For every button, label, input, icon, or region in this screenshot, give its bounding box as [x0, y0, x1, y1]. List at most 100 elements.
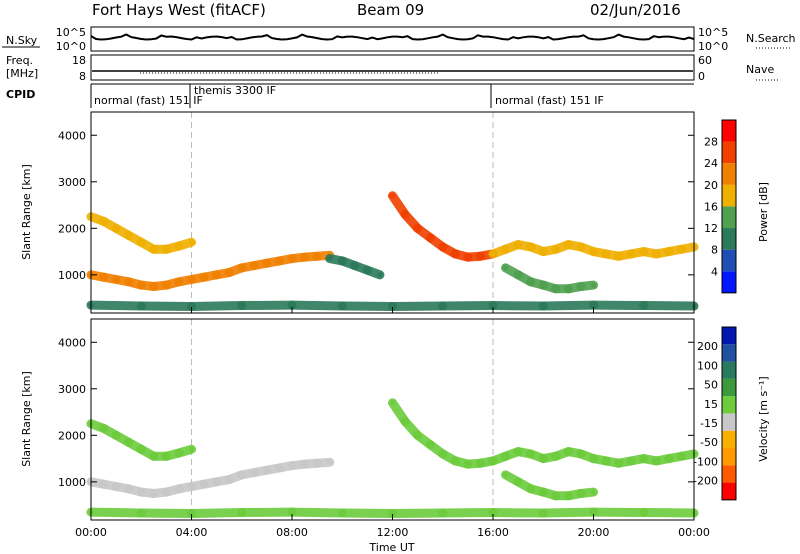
- echo-point-5-3: [239, 510, 245, 516]
- echo-segment-5-9: [538, 507, 598, 518]
- echo-segment-6-2: [187, 301, 247, 311]
- echo-point-0-3: [126, 439, 132, 445]
- colorbar-tick-5: -50: [700, 436, 718, 449]
- echo-point-3-13: [653, 458, 659, 464]
- echo-point-4-14: [666, 249, 672, 255]
- echo-point-5-10: [591, 509, 596, 515]
- echo-point-1-7: [176, 279, 182, 285]
- echo-point-6-2: [189, 303, 194, 309]
- colorbar-tick-7: -200: [693, 475, 718, 488]
- echo-point-3-1: [402, 211, 408, 217]
- echo-point-1-1: [101, 274, 107, 280]
- echo-point-4-6: [578, 490, 584, 496]
- echo-point-4-3: [528, 244, 534, 250]
- echo-point-1-3: [126, 486, 132, 492]
- echo-segment-5-0: [86, 507, 146, 518]
- colorbar-cell-5: [722, 396, 736, 414]
- colorbar-frame: [721, 119, 737, 294]
- echo-point-2-4: [440, 451, 446, 457]
- echo-point-1-12: [239, 472, 245, 478]
- echo-point-6-5: [339, 303, 345, 309]
- colorbar-tick-1: 100: [697, 359, 718, 372]
- power-panel: Slant Range [km] 1000 2000 3000 4000: [20, 111, 699, 314]
- echo-point-4-1: [503, 246, 509, 252]
- echo-point-5-1: [138, 510, 144, 516]
- echo-point-1-5: [151, 283, 157, 289]
- echo-point-3-6: [565, 449, 571, 455]
- xtick-label-1: 04:00: [176, 526, 208, 539]
- colorbar-tick-1: 24: [704, 157, 718, 170]
- echo-point-2-7: [477, 460, 483, 466]
- colorbar-tick-6: -100: [693, 455, 718, 468]
- power-ylabel: Slant Range [km]: [20, 164, 33, 260]
- echo-point-3-0: [390, 193, 395, 199]
- velocity-yticks: 1000 2000 3000 4000: [58, 336, 694, 489]
- ytick-label-1: 2000: [58, 429, 86, 442]
- ytick-label-1: 2000: [58, 222, 86, 235]
- echo-point-0-6: [163, 453, 169, 459]
- freq-tick-high: 18: [72, 54, 86, 67]
- echo-point-1-11: [226, 270, 232, 276]
- echo-point-1-11: [226, 477, 232, 483]
- cpid-segment-2: themis 3300 IF: [194, 84, 276, 97]
- echo-point-6-4: [289, 302, 295, 308]
- echo-point-3-5: [452, 251, 458, 257]
- echo-point-4-8: [591, 249, 596, 255]
- echo-point-5-7: [591, 282, 596, 288]
- echo-point-0-5: [151, 453, 157, 459]
- ytick-label-2: 3000: [58, 176, 86, 189]
- echo-point-1-8: [189, 277, 194, 282]
- echo-segment-6-9: [538, 300, 598, 311]
- echo-point-5-0: [503, 265, 509, 271]
- echo-point-0-4: [138, 446, 144, 452]
- time-axis-label: Time UT: [368, 541, 414, 554]
- echo-point-4-4: [540, 249, 546, 255]
- nsky-trace: [90, 33, 695, 41]
- nave-label: Nave: [746, 63, 774, 76]
- echo-point-1-10: [214, 272, 220, 278]
- echo-point-3-10: [616, 460, 622, 466]
- echo-point-1-4: [138, 489, 144, 495]
- echo-point-5-5: [339, 510, 345, 516]
- cpid-panel: CPID normal (fast) 151 IF themis 3300 IF…: [6, 83, 694, 108]
- echo-point-1-1: [101, 481, 107, 487]
- echo-point-4-10: [616, 253, 622, 259]
- echo-point-6-7: [440, 303, 446, 309]
- beam-label: Beam 09: [357, 1, 424, 19]
- colorbar-cell-1: [722, 465, 736, 483]
- echo-point-5-7: [440, 510, 446, 516]
- colorbar-tick-0: 200: [697, 340, 718, 353]
- echo-point-2-1: [339, 258, 345, 264]
- colorbar-cell-4: [722, 184, 736, 207]
- echo-point-3-7: [477, 253, 483, 259]
- echo-point-6-3: [239, 303, 245, 309]
- colorbar-cell-6: [722, 141, 736, 164]
- echo-point-4-3: [540, 489, 546, 495]
- echo-point-3-5: [553, 453, 559, 459]
- echo-point-4-2: [528, 486, 534, 492]
- echo-point-0-3: [126, 232, 132, 238]
- colorbar-cell-6: [722, 378, 736, 397]
- echo-point-6-11: [641, 303, 647, 309]
- echo-point-3-3: [427, 235, 433, 241]
- velocity-marks: [86, 319, 699, 520]
- xtick-label-2: 08:00: [276, 526, 308, 539]
- echo-point-6-10: [591, 302, 596, 308]
- echo-point-1-17: [302, 254, 308, 260]
- echo-point-4-7: [591, 489, 596, 495]
- nsearch-tick-low: 10^0: [698, 40, 728, 53]
- echo-point-3-4: [440, 244, 446, 250]
- colorbar-cell-8: [722, 344, 736, 362]
- echo-point-5-11: [641, 510, 647, 516]
- cpid-segment-3: normal (fast) 151 IF: [495, 94, 604, 107]
- echo-point-1-2: [113, 277, 119, 282]
- echo-point-2-1: [402, 418, 408, 424]
- echo-point-0-8: [189, 446, 194, 452]
- echo-point-4-4: [553, 493, 559, 499]
- colorbar-cell-9: [722, 327, 736, 345]
- echo-point-0-7: [176, 450, 182, 456]
- echo-point-6-9: [540, 303, 546, 309]
- echo-point-3-11: [628, 458, 634, 464]
- freq-tick-low: 8: [79, 70, 86, 83]
- echo-point-1-3: [126, 279, 132, 285]
